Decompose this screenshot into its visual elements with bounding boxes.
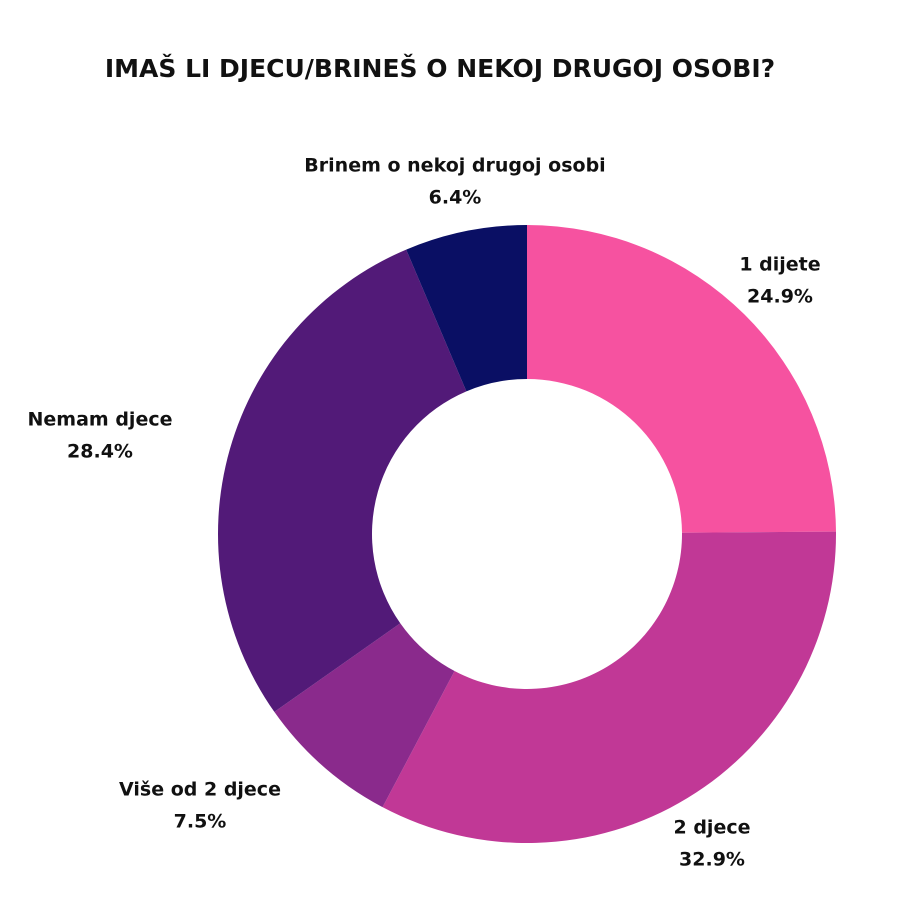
donut-slice	[406, 225, 527, 392]
slice-label: 1 dijete	[739, 254, 820, 276]
slice-value-label: 28.4%	[67, 441, 133, 463]
slice-value-label: 6.4%	[429, 187, 482, 209]
slice-value-label: 32.9%	[679, 849, 745, 871]
donut-slice	[382, 531, 836, 843]
slice-value-label: 7.5%	[174, 811, 227, 833]
donut-slice	[218, 249, 467, 712]
donut-slice	[274, 623, 455, 808]
slice-label: Više od 2 djece	[119, 779, 281, 801]
slice-label: Nemam djece	[28, 409, 173, 431]
slice-label: Brinem o nekoj drugoj osobi	[304, 155, 605, 177]
chart-title: IMAŠ LI DJECU/BRINEŠ O NEKOJ DRUGOJ OSOB…	[105, 53, 775, 83]
slice-label: 2 djece	[674, 817, 751, 839]
slice-value-label: 24.9%	[747, 286, 813, 308]
donut-slice	[527, 225, 836, 533]
